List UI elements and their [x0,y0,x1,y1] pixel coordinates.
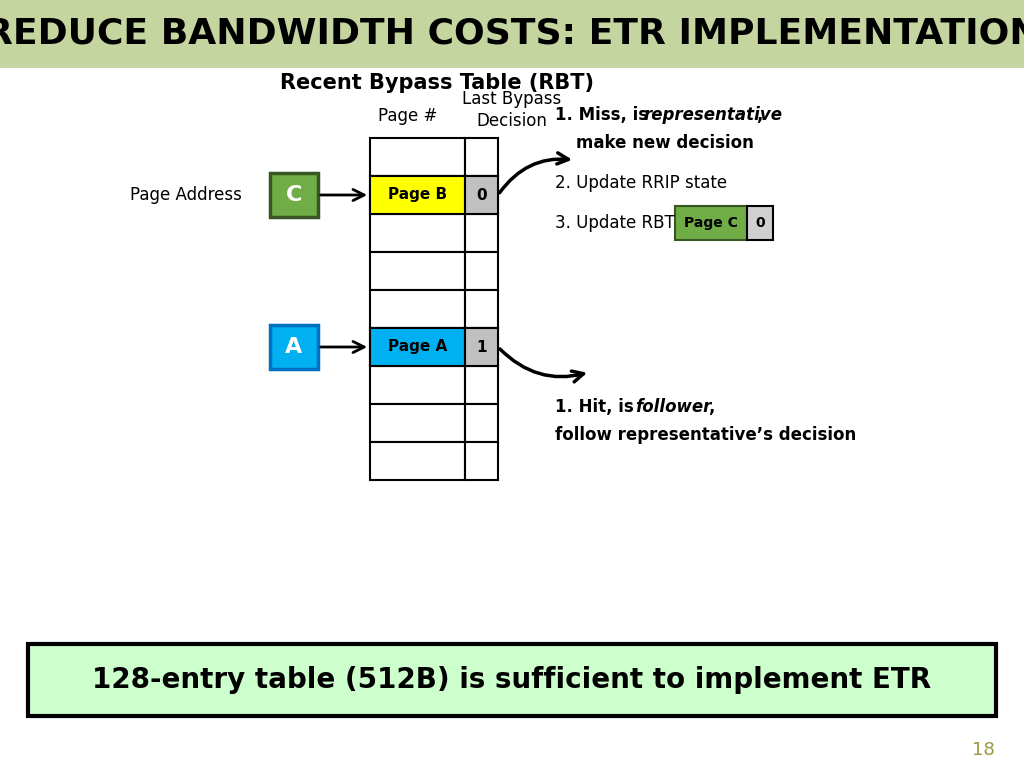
Bar [746,206,773,240]
Text: representative: representative [643,106,782,124]
Bar [465,442,498,480]
Bar [370,328,465,366]
Text: Page #: Page # [378,107,437,125]
Text: follower: follower [635,398,712,416]
Text: 1: 1 [476,339,486,355]
Text: 18: 18 [972,741,995,759]
Text: 0: 0 [755,216,765,230]
Bar [270,325,318,369]
Bar [465,252,498,290]
Text: Page B: Page B [388,187,447,203]
Bar [0,0,1024,68]
Bar [370,176,465,214]
Bar [465,214,498,252]
Bar [465,328,498,366]
Text: 2. Update RRIP state: 2. Update RRIP state [555,174,727,192]
Bar [370,404,465,442]
Text: make new decision: make new decision [577,134,754,152]
Text: Recent Bypass Table (RBT): Recent Bypass Table (RBT) [281,73,595,93]
Text: 128-entry table (512B) is sufficient to implement ETR: 128-entry table (512B) is sufficient to … [92,666,932,694]
Bar [465,138,498,176]
Text: Page A: Page A [388,339,447,355]
Text: C: C [286,185,302,205]
Text: Last Bypass
Decision: Last Bypass Decision [462,90,561,130]
Bar [465,328,498,366]
Text: 0: 0 [476,187,486,203]
Bar [465,176,498,214]
Bar [370,176,465,214]
Bar [465,366,498,404]
Bar [370,366,465,404]
Bar [28,644,996,716]
Bar [370,328,465,366]
Bar [465,176,498,214]
Text: Page C: Page C [684,216,738,230]
Bar [675,206,746,240]
Text: follow representative’s decision: follow representative’s decision [555,426,856,444]
Bar [370,252,465,290]
Text: ,: , [708,398,715,416]
Bar [370,442,465,480]
Bar [370,290,465,328]
Bar [270,173,318,217]
Text: 1. Hit, is: 1. Hit, is [555,398,640,416]
Text: 1. Miss, is: 1. Miss, is [555,106,654,124]
Text: ,: , [756,106,763,124]
Text: Page Address: Page Address [130,186,242,204]
Bar [465,404,498,442]
Bar [370,138,465,176]
Text: 3. Update RBT: 3. Update RBT [555,214,675,232]
Text: A: A [286,337,303,357]
Bar [465,290,498,328]
Text: REDUCE BANDWIDTH COSTS: ETR IMPLEMENTATION: REDUCE BANDWIDTH COSTS: ETR IMPLEMENTATI… [0,17,1024,51]
Bar [370,214,465,252]
